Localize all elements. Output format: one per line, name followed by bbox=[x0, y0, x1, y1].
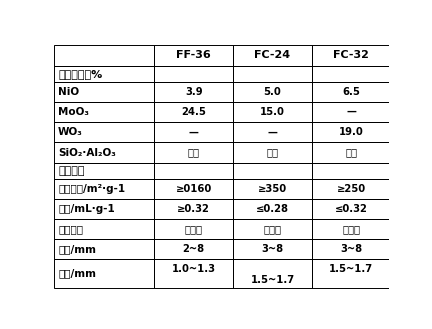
Bar bbox=[312, 44, 391, 66]
Text: 1.5~1.7: 1.5~1.7 bbox=[251, 275, 295, 285]
Bar bbox=[54, 163, 155, 179]
Text: 余量: 余量 bbox=[267, 147, 279, 158]
Bar bbox=[312, 163, 391, 179]
Text: 化学组成，%: 化学组成，% bbox=[58, 69, 102, 79]
Bar bbox=[233, 102, 312, 122]
Text: ≥250: ≥250 bbox=[337, 184, 366, 194]
Bar bbox=[54, 219, 155, 239]
Text: ≥350: ≥350 bbox=[258, 184, 287, 194]
Bar bbox=[54, 66, 155, 82]
Bar bbox=[155, 239, 233, 260]
Text: 孔容/mL·g-1: 孔容/mL·g-1 bbox=[58, 204, 115, 214]
Text: 条长/mm: 条长/mm bbox=[58, 244, 96, 254]
Bar bbox=[312, 219, 391, 239]
Text: 物理性质: 物理性质 bbox=[58, 166, 85, 176]
Bar bbox=[155, 66, 233, 82]
Bar bbox=[155, 122, 233, 142]
Bar bbox=[155, 82, 233, 102]
Bar bbox=[312, 142, 391, 163]
Bar bbox=[312, 260, 391, 288]
Text: 1.5~1.7: 1.5~1.7 bbox=[329, 265, 373, 274]
Text: ≤0.32: ≤0.32 bbox=[335, 204, 368, 214]
Bar bbox=[312, 66, 391, 82]
Bar bbox=[233, 82, 312, 102]
Text: 1.0~1.3: 1.0~1.3 bbox=[172, 265, 216, 274]
Bar bbox=[233, 163, 312, 179]
Bar bbox=[54, 199, 155, 219]
Bar bbox=[54, 260, 155, 288]
Text: 直径/mm: 直径/mm bbox=[58, 268, 96, 279]
Bar bbox=[312, 102, 391, 122]
Text: FF-36: FF-36 bbox=[176, 50, 211, 60]
Text: 比表面积/m²·g-1: 比表面积/m²·g-1 bbox=[58, 184, 125, 194]
Bar bbox=[54, 239, 155, 260]
Text: —: — bbox=[189, 127, 199, 137]
Text: MoO₃: MoO₃ bbox=[58, 107, 89, 117]
Bar bbox=[312, 179, 391, 199]
Bar bbox=[54, 122, 155, 142]
Text: FC-32: FC-32 bbox=[333, 50, 369, 60]
Text: 外观形状: 外观形状 bbox=[58, 224, 83, 234]
Bar bbox=[155, 219, 233, 239]
Text: NiO: NiO bbox=[58, 87, 79, 97]
Text: 三叶草: 三叶草 bbox=[185, 224, 203, 234]
Text: 园柱条: 园柱条 bbox=[342, 224, 360, 234]
Bar bbox=[233, 239, 312, 260]
Text: 余量: 余量 bbox=[345, 147, 357, 158]
Bar bbox=[312, 199, 391, 219]
Text: WO₃: WO₃ bbox=[58, 127, 83, 137]
Bar bbox=[155, 44, 233, 66]
Text: 园柱条: 园柱条 bbox=[264, 224, 282, 234]
Text: FC-24: FC-24 bbox=[254, 50, 290, 60]
Bar bbox=[54, 179, 155, 199]
Text: 6.5: 6.5 bbox=[342, 87, 360, 97]
Text: 15.0: 15.0 bbox=[260, 107, 285, 117]
Text: ≥0160: ≥0160 bbox=[176, 184, 212, 194]
Bar bbox=[54, 82, 155, 102]
Text: 2~8: 2~8 bbox=[183, 244, 205, 254]
Text: SiO₂·Al₂O₃: SiO₂·Al₂O₃ bbox=[58, 147, 116, 158]
Text: 3~8: 3~8 bbox=[340, 244, 362, 254]
Bar bbox=[54, 102, 155, 122]
Bar bbox=[312, 82, 391, 102]
Bar bbox=[312, 122, 391, 142]
Text: —: — bbox=[267, 127, 277, 137]
Bar bbox=[233, 260, 312, 288]
Bar bbox=[233, 122, 312, 142]
Bar bbox=[54, 142, 155, 163]
Bar bbox=[155, 102, 233, 122]
Bar bbox=[155, 260, 233, 288]
Text: ≥0.32: ≥0.32 bbox=[178, 204, 210, 214]
Bar bbox=[155, 199, 233, 219]
Bar bbox=[155, 163, 233, 179]
Bar bbox=[233, 44, 312, 66]
Bar bbox=[155, 179, 233, 199]
Text: 24.5: 24.5 bbox=[181, 107, 206, 117]
Bar bbox=[233, 66, 312, 82]
Bar bbox=[155, 142, 233, 163]
Text: 3.9: 3.9 bbox=[185, 87, 203, 97]
Text: 余量: 余量 bbox=[188, 147, 200, 158]
Text: ≤0.28: ≤0.28 bbox=[256, 204, 289, 214]
Bar bbox=[54, 44, 155, 66]
Text: 3~8: 3~8 bbox=[261, 244, 283, 254]
Text: 19.0: 19.0 bbox=[339, 127, 363, 137]
Bar bbox=[312, 239, 391, 260]
Bar bbox=[233, 179, 312, 199]
Bar bbox=[233, 199, 312, 219]
Text: 5.0: 5.0 bbox=[264, 87, 281, 97]
Bar bbox=[233, 142, 312, 163]
Bar bbox=[233, 219, 312, 239]
Text: —: — bbox=[346, 107, 356, 117]
